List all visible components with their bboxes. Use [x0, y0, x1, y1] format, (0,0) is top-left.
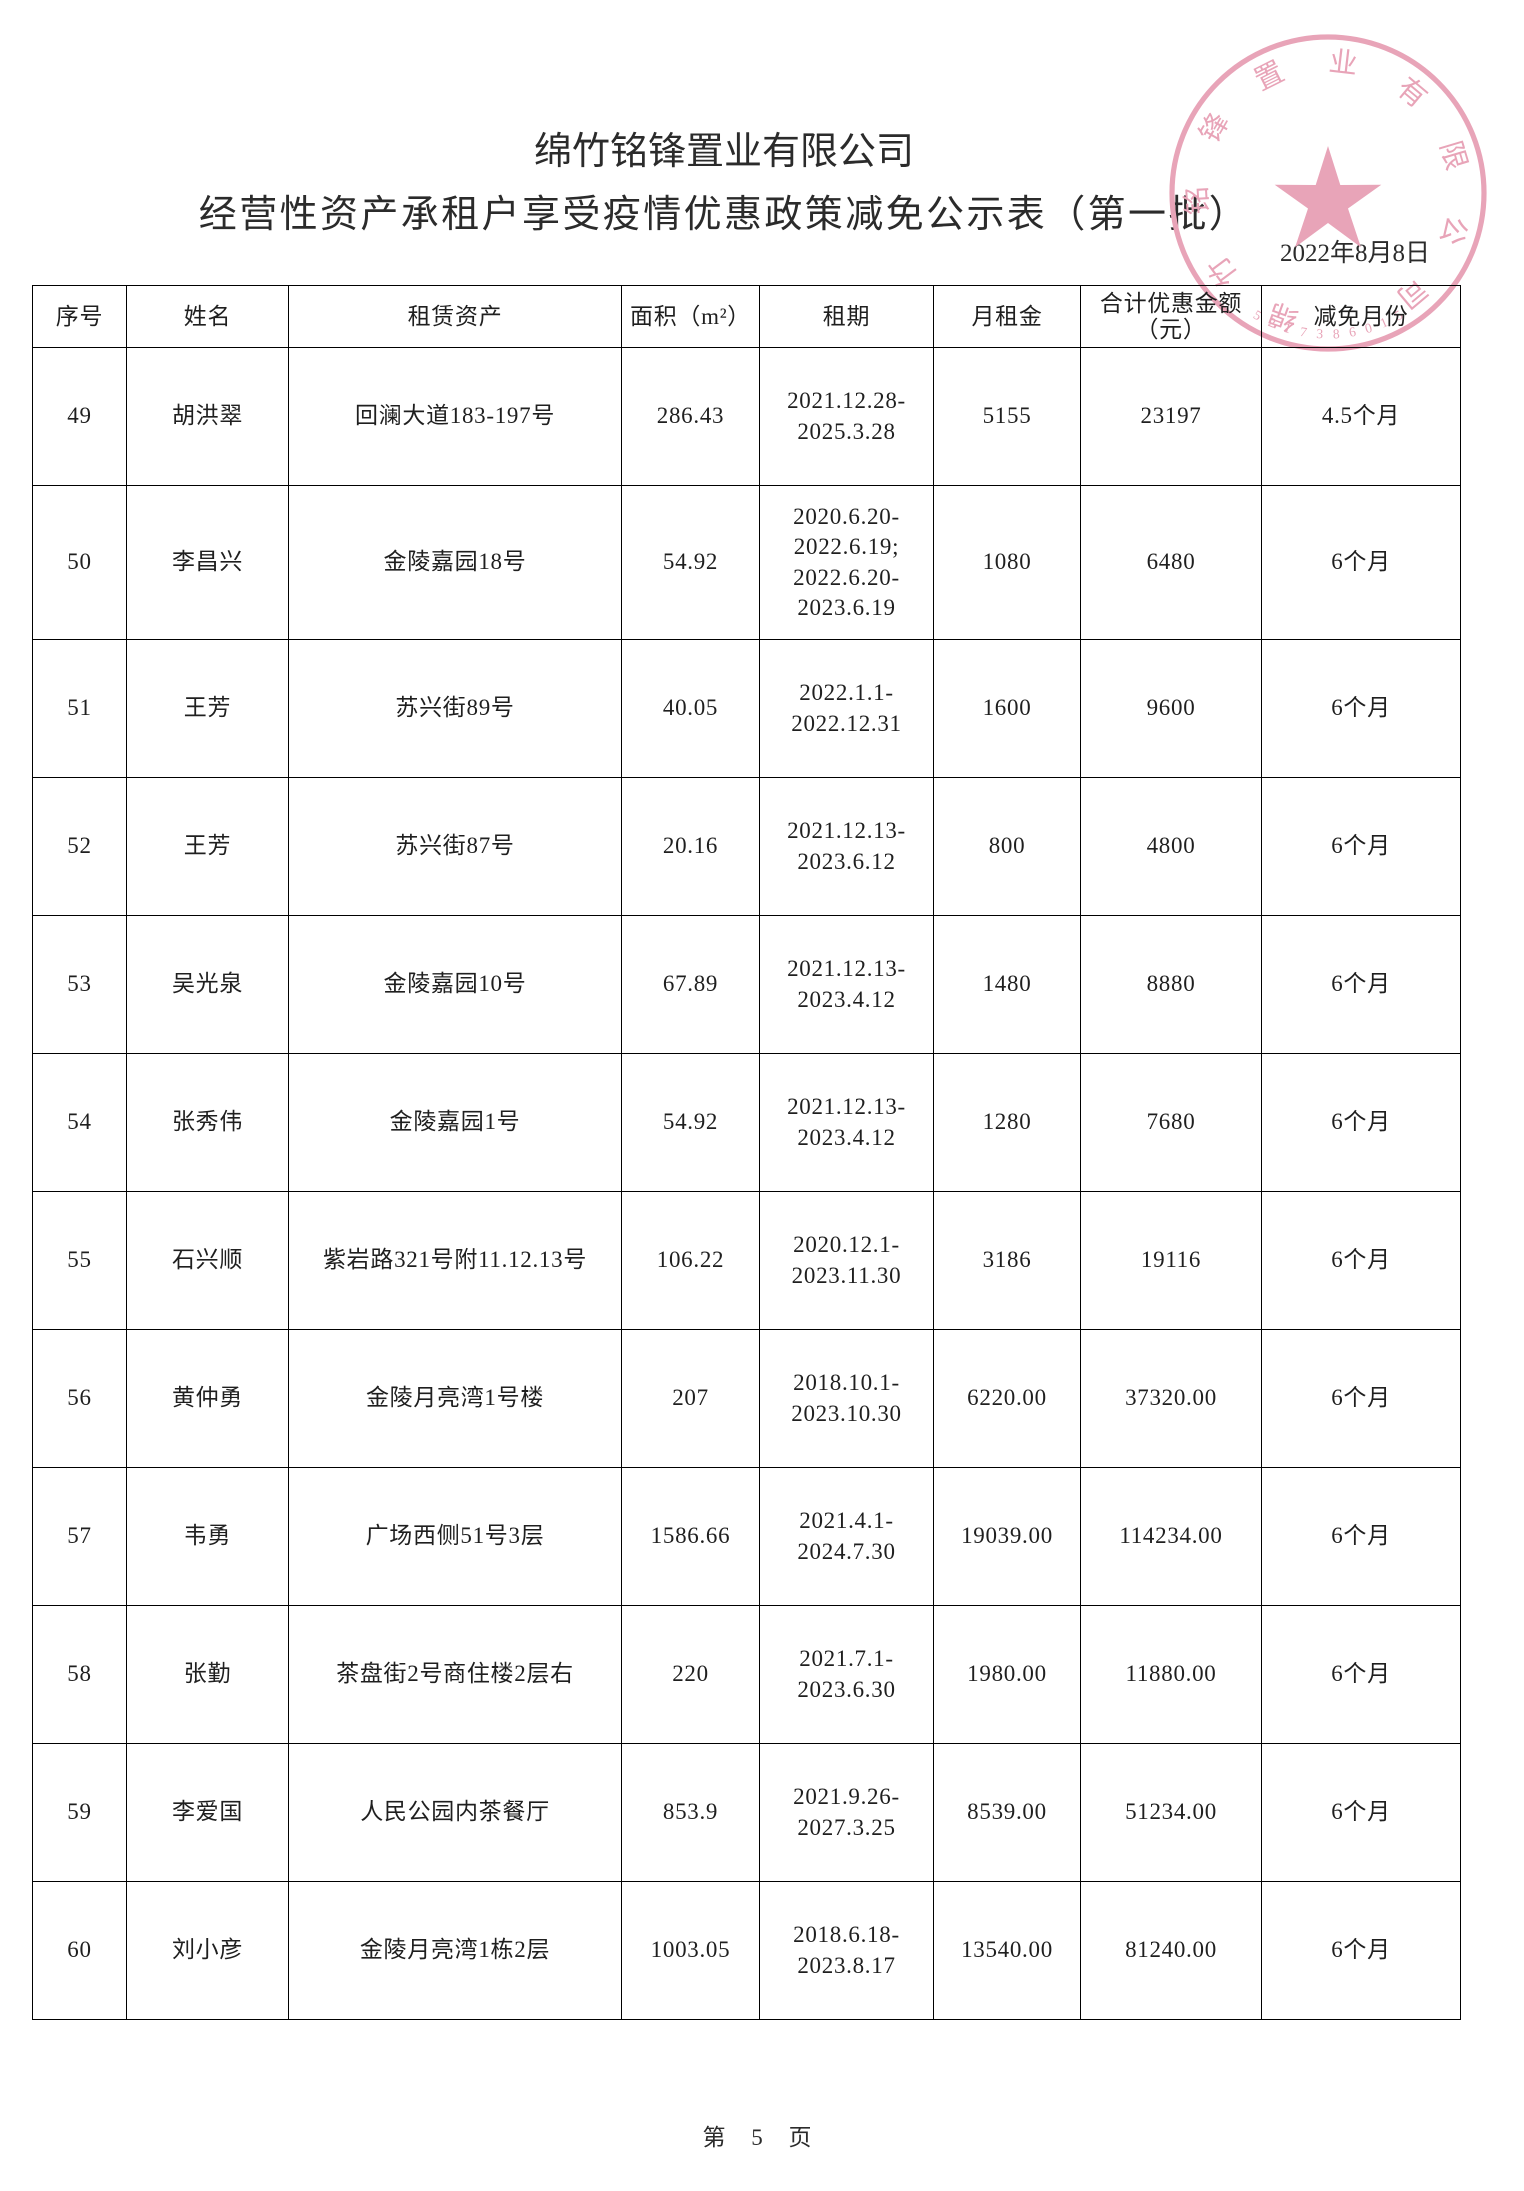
svg-text:锋: 锋 — [1194, 107, 1236, 148]
svg-text:置: 置 — [1250, 57, 1289, 98]
svg-text:业: 业 — [1327, 47, 1359, 81]
svg-text:公: 公 — [1434, 212, 1472, 248]
svg-text:有: 有 — [1391, 72, 1433, 115]
svg-text:限: 限 — [1434, 138, 1472, 174]
svg-text:铭: 铭 — [1181, 185, 1215, 215]
